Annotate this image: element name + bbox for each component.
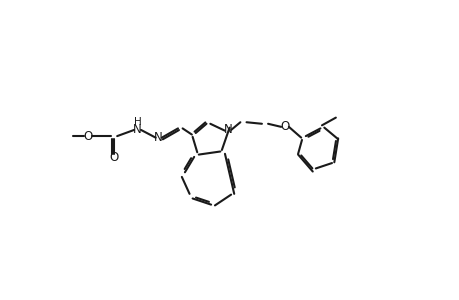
Text: H: H [134,117,141,127]
Text: N: N [223,123,232,136]
Text: O: O [280,120,289,134]
Text: N: N [154,131,163,144]
Text: O: O [109,151,118,164]
Text: N: N [133,123,141,136]
Text: O: O [83,130,92,142]
